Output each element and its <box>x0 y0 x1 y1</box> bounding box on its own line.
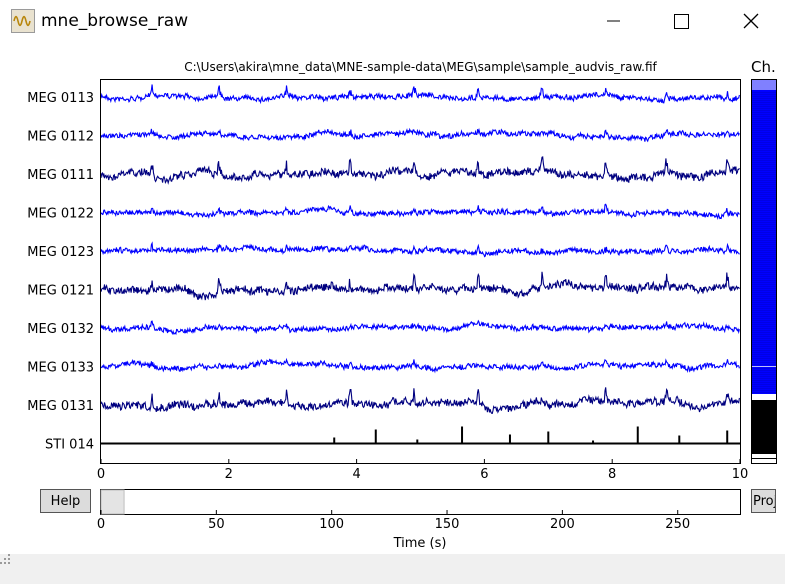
proj-button[interactable]: Proj <box>751 489 776 513</box>
maximize-button[interactable] <box>658 0 704 44</box>
title-bar: mne_browse_raw <box>0 0 785 44</box>
channel-trace <box>100 84 740 105</box>
channel-label: MEG 0121 <box>27 284 94 299</box>
channel-trace <box>100 127 740 143</box>
waveform-icon <box>11 9 35 33</box>
channel-label: MEG 0132 <box>27 322 94 337</box>
plot-frame <box>100 79 741 464</box>
channel-trace <box>100 203 740 220</box>
slider-tick-label: 250 <box>665 517 690 532</box>
channel-label: MEG 0113 <box>27 91 94 106</box>
channel-labels: MEG 0113 MEG 0112 MEG 0111 MEG 0122 MEG 0123… <box>27 91 94 453</box>
help-button[interactable]: Help <box>40 489 91 513</box>
time-slider-axis: 0 50 100 150 200 250 <box>97 510 690 532</box>
x-tick-label: 0 <box>97 467 105 482</box>
channel-panel-title: Ch. <box>751 58 776 76</box>
channel-trace <box>100 387 740 415</box>
channel-label: MEG 0131 <box>27 399 94 414</box>
channel-label: MEG 0133 <box>27 361 94 376</box>
slider-tick-label: 100 <box>319 517 344 532</box>
x-tick-label: 2 <box>225 467 233 482</box>
channel-trace <box>100 271 740 301</box>
status-bar <box>0 554 785 584</box>
channel-label: MEG 0122 <box>27 207 94 222</box>
slider-tick-label: 50 <box>208 517 225 532</box>
minimize-button[interactable] <box>590 0 636 44</box>
x-axis: 0 2 4 6 8 10 <box>97 459 748 482</box>
time-slider-track[interactable] <box>100 489 741 515</box>
channel-panel-stim-block[interactable] <box>752 400 776 454</box>
slider-tick-label: 0 <box>97 517 105 532</box>
channel-trace <box>100 357 740 374</box>
x-tick-label: 6 <box>480 467 488 482</box>
x-tick-label: 4 <box>352 467 360 482</box>
x-tick-label: 10 <box>732 467 749 482</box>
x-tick-label: 8 <box>608 467 616 482</box>
close-button[interactable] <box>728 0 774 44</box>
time-axis-label: Time (s) <box>393 536 447 551</box>
channel-panel-gap <box>752 394 776 400</box>
channel-label: MEG 0112 <box>27 130 94 145</box>
channel-label: MEG 0123 <box>27 245 94 260</box>
slider-tick-label: 150 <box>435 517 460 532</box>
channel-trace <box>100 156 740 185</box>
time-window-handle[interactable] <box>100 489 125 515</box>
slider-tick-label: 200 <box>550 517 575 532</box>
channel-scrollbar[interactable] <box>751 79 777 464</box>
time-slider[interactable] <box>100 489 741 515</box>
window-title: mne_browse_raw <box>41 11 189 31</box>
channel-trace <box>100 241 740 258</box>
plot-title: C:\Users\akira\mne_data\MNE-sample-data\… <box>184 60 657 74</box>
channel-panel-selection[interactable] <box>752 80 776 90</box>
channel-label: STI 014 <box>45 438 94 453</box>
channel-label: MEG 0111 <box>27 168 94 183</box>
resize-grip-icon[interactable] <box>0 554 10 564</box>
channel-trace <box>100 319 740 336</box>
trace-layer <box>100 84 740 445</box>
